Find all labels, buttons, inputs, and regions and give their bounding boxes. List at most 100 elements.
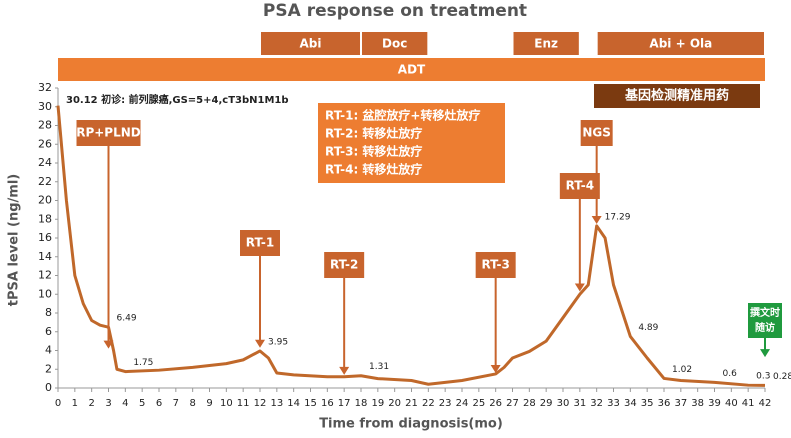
arrow-head (760, 349, 770, 358)
callout-label: RT-4 (566, 179, 594, 193)
callout-box (559, 173, 600, 199)
callout-label: RT-2 (330, 258, 358, 272)
x-tick-label: 26 (489, 398, 502, 409)
x-tick-label: 19 (371, 398, 384, 409)
x-tick-label: 31 (573, 398, 586, 409)
x-tick-label: 28 (523, 398, 536, 409)
x-tick-label: 5 (139, 398, 145, 409)
treatment-bar (513, 32, 579, 55)
data-label: 1.75 (133, 358, 153, 368)
x-tick-label: 24 (456, 398, 469, 409)
x-tick-label: 42 (759, 398, 772, 409)
x-tick-label: 18 (355, 398, 368, 409)
x-tick-label: 40 (725, 398, 738, 409)
callout-label: 撰文时 (750, 306, 780, 319)
x-tick-label: 27 (506, 398, 519, 409)
x-tick-label: 32 (590, 398, 603, 409)
x-tick-label: 36 (658, 398, 671, 409)
y-tick-label: 18 (38, 212, 52, 225)
x-tick-label: 13 (270, 398, 283, 409)
callout-label: RT-3 (481, 258, 509, 272)
y-tick-label: 32 (38, 81, 52, 94)
data-label: 6.49 (117, 314, 137, 324)
x-tick-label: 14 (287, 398, 300, 409)
x-tick-label: 34 (624, 398, 637, 409)
y-tick-label: 16 (38, 231, 52, 244)
note-line: RT-2: 转移灶放疗 (325, 126, 422, 141)
callout-label: NGS (582, 126, 611, 140)
x-tick-label: 20 (388, 398, 401, 409)
x-tick-label: 11 (237, 398, 250, 409)
y-tick-label: 14 (38, 250, 52, 263)
gene-box-label: 基因检测精准用药 (624, 88, 729, 104)
callout-box (76, 120, 141, 146)
y-tick-label: 24 (38, 156, 52, 169)
gene-box (594, 84, 760, 108)
x-tick-label: 17 (338, 398, 351, 409)
x-tick-label: 0 (55, 398, 61, 409)
arrow-head (255, 339, 265, 348)
x-tick-label: 39 (708, 398, 721, 409)
treatment-label: ADT (398, 63, 426, 77)
data-label: 1.02 (672, 365, 692, 375)
note-line: RT-4: 转移灶放疗 (325, 162, 422, 177)
y-tick-label: 4 (45, 344, 52, 357)
arrow-head (339, 366, 350, 375)
data-label: 0.28 (773, 372, 791, 382)
callout-box (475, 252, 516, 278)
treatment-label: Doc (382, 37, 407, 51)
x-tick-label: 3 (105, 398, 111, 409)
x-tick-label: 35 (641, 398, 654, 409)
treatment-label: Abi + Ola (649, 37, 712, 51)
callout-box (748, 303, 782, 338)
x-tick-label: 38 (691, 398, 704, 409)
x-tick-label: 6 (156, 398, 162, 409)
x-tick-label: 21 (405, 398, 418, 409)
x-tick-label: 7 (173, 398, 179, 409)
data-label: 0.3 (756, 372, 770, 382)
y-tick-label: 2 (45, 362, 52, 375)
x-tick-label: 23 (439, 398, 452, 409)
x-tick-label: 1 (72, 398, 78, 409)
x-tick-label: 15 (304, 398, 317, 409)
data-label: 4.89 (638, 323, 658, 333)
callout-box (324, 252, 365, 278)
data-label: 3.95 (268, 337, 288, 347)
x-axis-label: Time from diagnosis(mo) (319, 417, 503, 432)
diagnosis-note: 30.12 初诊: 前列腺癌,GS=5+4,cT3bN1M1b (66, 93, 289, 106)
y-tick-label: 0 (45, 381, 52, 394)
callout-label: RT-1 (246, 236, 274, 250)
callout-label: 随访 (755, 321, 775, 334)
x-tick-label: 12 (254, 398, 267, 409)
x-tick-label: 25 (472, 398, 485, 409)
treatment-bar (261, 32, 360, 55)
y-axis-label: tPSA level (ng/ml) (7, 174, 22, 306)
x-tick-label: 4 (122, 398, 128, 409)
y-tick-label: 28 (38, 119, 52, 132)
data-label: 1.31 (369, 362, 389, 372)
note-line: RT-1: 盆腔放疗+转移灶放疗 (325, 108, 481, 123)
x-tick-label: 10 (220, 398, 233, 409)
arrow-head (574, 283, 585, 292)
arrow-head (591, 215, 602, 224)
treatment-bar (58, 58, 765, 81)
treatment-label: Enz (534, 37, 558, 51)
arrow-head (490, 365, 501, 373)
treatment-label: Abi (300, 37, 322, 51)
x-tick-label: 30 (557, 398, 570, 409)
callout-box (580, 120, 613, 146)
x-tick-label: 8 (189, 398, 195, 409)
y-tick-label: 8 (45, 306, 52, 319)
y-tick-label: 6 (45, 325, 52, 338)
x-tick-label: 22 (422, 398, 435, 409)
y-tick-label: 22 (38, 175, 52, 188)
y-tick-label: 12 (38, 269, 52, 282)
x-tick-label: 33 (607, 398, 620, 409)
psa-line (56, 105, 766, 387)
x-tick-label: 29 (540, 398, 553, 409)
x-tick-label: 37 (674, 398, 687, 409)
x-tick-label: 16 (321, 398, 334, 409)
callout-box (240, 230, 280, 256)
y-tick-label: 10 (38, 287, 52, 300)
